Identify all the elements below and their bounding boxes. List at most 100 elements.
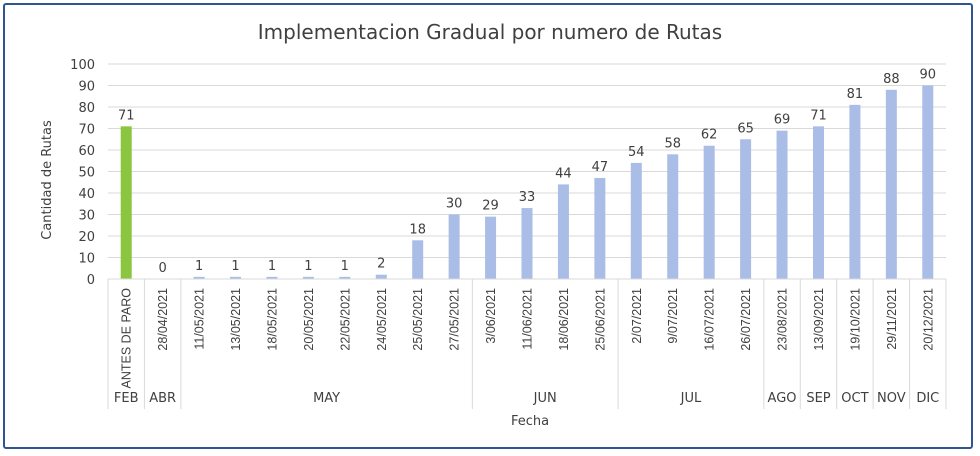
data-label: 30 bbox=[446, 197, 463, 212]
category-label: 18/06/2021 bbox=[557, 288, 571, 351]
category-label: 20/12/2021 bbox=[921, 288, 935, 351]
bar bbox=[885, 89, 897, 279]
bar bbox=[849, 104, 861, 279]
bar bbox=[630, 162, 642, 279]
bar bbox=[339, 276, 351, 279]
data-label: 88 bbox=[883, 72, 900, 87]
group-label: FEB bbox=[114, 391, 139, 406]
y-tick-label: 40 bbox=[78, 187, 95, 202]
data-label: 1 bbox=[195, 259, 203, 274]
category-label: 13/05/2021 bbox=[229, 288, 243, 351]
bar bbox=[120, 126, 132, 279]
bars bbox=[120, 85, 934, 279]
group-label: AGO bbox=[768, 391, 797, 406]
data-label: 69 bbox=[774, 113, 791, 128]
group-label: NOV bbox=[877, 391, 906, 406]
y-tick-label: 60 bbox=[78, 144, 95, 159]
category-labels: ANTES DE PARO 28/04/2021 11/05/2021 13/05/2… bbox=[120, 288, 936, 389]
y-tick-label: 20 bbox=[78, 230, 95, 245]
category-label: 18/05/2021 bbox=[265, 288, 279, 351]
bar bbox=[193, 276, 205, 279]
group-label: SEP bbox=[806, 391, 830, 406]
category-label: 24/05/2021 bbox=[375, 288, 389, 351]
bar bbox=[412, 240, 424, 279]
y-axis-ticks: 0 10 20 30 40 50 60 70 80 90 100 bbox=[70, 58, 95, 288]
bar bbox=[812, 126, 824, 279]
data-label: 29 bbox=[482, 199, 499, 214]
category-label: 25/06/2021 bbox=[593, 288, 607, 351]
data-labels: 71 0 1 1 1 1 1 2 18 30 29 33 44 47 54 58 62 65 69 71 81 88 90 bbox=[118, 68, 936, 277]
category-label: 2/07/2021 bbox=[630, 288, 644, 344]
y-tick-label: 30 bbox=[78, 209, 95, 224]
data-label: 18 bbox=[409, 222, 426, 237]
bar bbox=[485, 216, 497, 279]
data-label: 71 bbox=[810, 108, 827, 123]
category-label: 25/05/2021 bbox=[411, 288, 425, 351]
data-label: 44 bbox=[555, 166, 572, 181]
category-label: 11/06/2021 bbox=[521, 288, 535, 350]
data-label: 47 bbox=[592, 160, 609, 175]
group-label: DIC bbox=[916, 391, 939, 406]
data-label: 65 bbox=[737, 121, 754, 136]
category-label: 29/11/2021 bbox=[885, 288, 899, 350]
y-tick-label: 90 bbox=[78, 80, 95, 95]
y-tick-label: 10 bbox=[78, 252, 95, 267]
category-label: 16/07/2021 bbox=[703, 288, 717, 351]
y-tick-label: 80 bbox=[78, 101, 95, 116]
data-label: 62 bbox=[701, 128, 718, 143]
data-label: 81 bbox=[847, 87, 864, 102]
data-label: 1 bbox=[341, 259, 349, 274]
group-label: OCT bbox=[841, 391, 868, 406]
category-label: 26/07/2021 bbox=[739, 288, 753, 351]
bar bbox=[740, 139, 752, 279]
group-label: JUL bbox=[680, 391, 702, 406]
month-group-labels: FEB ABR MAY JUN JUL AGO SEP OCT NOV DIC bbox=[114, 391, 939, 406]
y-tick-label: 70 bbox=[78, 123, 95, 138]
bar bbox=[266, 276, 278, 279]
bar bbox=[703, 145, 715, 279]
category-label: 20/05/2021 bbox=[302, 288, 316, 351]
data-label: 0 bbox=[159, 261, 167, 276]
group-label: ABR bbox=[149, 391, 176, 406]
bar bbox=[594, 177, 606, 279]
group-label: JUN bbox=[533, 391, 557, 406]
bar bbox=[776, 130, 788, 279]
bar bbox=[375, 274, 387, 279]
y-tick-label: 0 bbox=[87, 273, 95, 288]
data-label: 1 bbox=[304, 259, 312, 274]
data-label: 2 bbox=[377, 257, 385, 272]
data-label: 71 bbox=[118, 108, 135, 123]
category-label: 11/05/2021 bbox=[193, 288, 207, 350]
category-label: 9/07/2021 bbox=[666, 288, 680, 344]
category-label: 13/09/2021 bbox=[812, 288, 826, 351]
bar bbox=[302, 276, 314, 279]
y-axis-label: Cantidad de Rutas bbox=[40, 120, 55, 240]
gridlines bbox=[108, 63, 946, 258]
y-tick-label: 100 bbox=[70, 58, 95, 73]
data-label: 90 bbox=[920, 68, 937, 83]
category-label: 22/05/2021 bbox=[338, 288, 352, 351]
bar bbox=[521, 208, 533, 279]
category-label: 23/08/2021 bbox=[776, 288, 790, 351]
chart-title: Implementacion Gradual por numero de Rut… bbox=[258, 20, 722, 44]
bar bbox=[667, 154, 679, 279]
bar bbox=[230, 276, 242, 279]
category-label: ANTES DE PARO bbox=[120, 288, 134, 389]
bar bbox=[922, 85, 934, 279]
y-tick-label: 50 bbox=[78, 166, 95, 181]
category-label: 28/04/2021 bbox=[156, 288, 170, 351]
group-label: MAY bbox=[313, 391, 340, 406]
axis-separators bbox=[107, 278, 947, 409]
category-label: 19/10/2021 bbox=[848, 288, 862, 351]
data-label: 1 bbox=[231, 259, 239, 274]
data-label: 33 bbox=[519, 190, 536, 205]
category-label: 27/05/2021 bbox=[448, 288, 462, 351]
data-label: 54 bbox=[628, 145, 645, 160]
bar bbox=[557, 184, 569, 279]
category-label: 3/06/2021 bbox=[484, 288, 498, 344]
x-axis-label: Fecha bbox=[511, 414, 549, 429]
bar bbox=[448, 214, 460, 279]
data-label: 1 bbox=[268, 259, 276, 274]
data-label: 58 bbox=[664, 136, 681, 151]
